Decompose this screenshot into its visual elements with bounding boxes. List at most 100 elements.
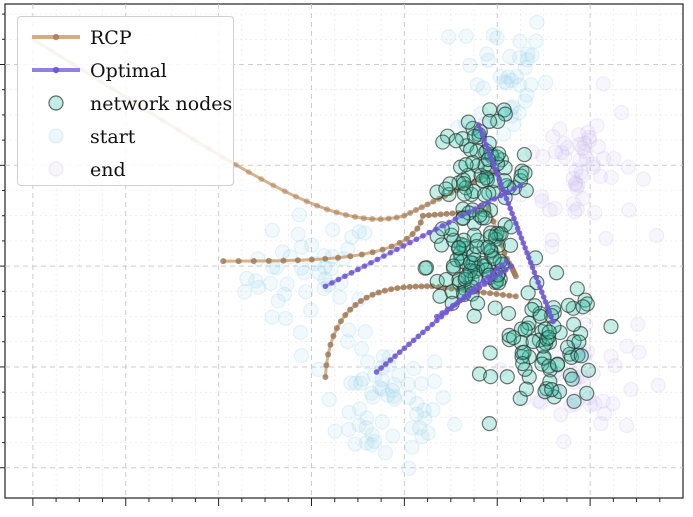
end-point: [553, 407, 569, 423]
optimal-point: [517, 182, 524, 189]
start-point: [406, 361, 422, 377]
optimal-point: [516, 230, 523, 236]
optimal-point: [527, 259, 534, 266]
optimal-point: [531, 269, 538, 276]
start-point: [290, 226, 306, 242]
end-point: [547, 144, 564, 160]
rcp-point: [324, 206, 331, 213]
network-node: [566, 316, 582, 332]
optimal-point: [478, 202, 485, 209]
network-node: [525, 334, 541, 350]
optimal-point: [503, 195, 510, 202]
start-point: [374, 372, 390, 388]
start-point: [386, 391, 403, 407]
end-point: [567, 204, 583, 220]
rcp-point: [437, 211, 444, 218]
rcp-point: [281, 188, 288, 195]
start-point: [500, 69, 516, 85]
start-point: [358, 435, 375, 451]
rcp-point: [412, 207, 419, 214]
start-point: [270, 293, 286, 309]
end-point: [542, 202, 558, 218]
legend-line-icon: [32, 33, 80, 41]
end-point: [570, 177, 586, 193]
rcp-point: [393, 214, 400, 221]
optimal-point: [387, 249, 394, 256]
end-point: [568, 180, 585, 196]
network-node: [580, 362, 597, 378]
network-node: [541, 324, 557, 340]
start-point: [426, 373, 443, 389]
end-point: [621, 202, 637, 218]
network-node: [458, 157, 474, 173]
end-point: [582, 133, 598, 149]
optimal-point: [396, 349, 403, 355]
network-node: [482, 345, 498, 361]
network-node: [482, 102, 498, 118]
optimal-point: [548, 313, 554, 320]
start-point: [277, 286, 293, 302]
end-point: [630, 316, 646, 332]
optimal-point: [535, 279, 541, 286]
rcp-point: [343, 211, 350, 218]
end-point: [620, 159, 636, 175]
end-point: [571, 127, 587, 143]
network-node: [456, 175, 472, 192]
network-node: [559, 339, 576, 355]
optimal-point: [446, 219, 452, 226]
network-node: [480, 239, 496, 256]
optimal-point: [407, 239, 413, 246]
rcp-point: [431, 211, 438, 218]
legend-label: RCP: [90, 27, 132, 49]
end-point: [605, 396, 621, 412]
start-point: [462, 57, 478, 74]
end-point: [552, 121, 568, 137]
end-point: [607, 357, 623, 374]
rcp-point: [308, 256, 315, 263]
start-point: [479, 46, 495, 62]
start-point: [374, 414, 390, 430]
rcp-point: [512, 293, 519, 300]
rcp-point: [499, 291, 506, 298]
start-point: [278, 310, 294, 327]
optimal-point: [476, 284, 483, 291]
end-point: [580, 124, 596, 141]
optimal-point: [348, 270, 355, 276]
optimal-point: [410, 337, 417, 344]
rcp-point: [388, 243, 395, 250]
optimal-point: [481, 281, 488, 287]
rcp-point: [327, 341, 334, 348]
rcp-point: [418, 283, 425, 290]
legend-label: network nodes: [90, 93, 233, 115]
start-point: [236, 284, 253, 300]
rcp-point: [425, 212, 432, 219]
end-point: [567, 176, 584, 193]
start-point: [343, 375, 359, 391]
rcp-point: [430, 198, 437, 205]
rcp-point: [303, 198, 310, 205]
network-node: [477, 187, 493, 203]
optimal-point: [394, 246, 400, 253]
network-node: [466, 308, 482, 324]
end-point: [613, 104, 630, 121]
end-point: [585, 159, 601, 175]
optimal-point: [511, 215, 517, 222]
end-point: [623, 381, 639, 398]
rcp-point: [220, 258, 227, 265]
network-node: [518, 381, 534, 397]
optimal-point: [465, 292, 472, 298]
optimal-point: [485, 199, 491, 206]
optimal-point: [492, 166, 499, 173]
end-point: [569, 201, 585, 217]
rcp-point: [333, 209, 340, 216]
network-node: [603, 318, 619, 335]
optimal-point: [455, 299, 461, 305]
start-point: [321, 391, 337, 408]
end-point: [635, 171, 652, 187]
network-node: [481, 416, 497, 432]
start-point: [250, 279, 267, 295]
end-point: [534, 193, 550, 209]
rcp-point: [379, 246, 386, 253]
optimal-point: [449, 302, 456, 309]
optimal-point: [497, 270, 504, 277]
